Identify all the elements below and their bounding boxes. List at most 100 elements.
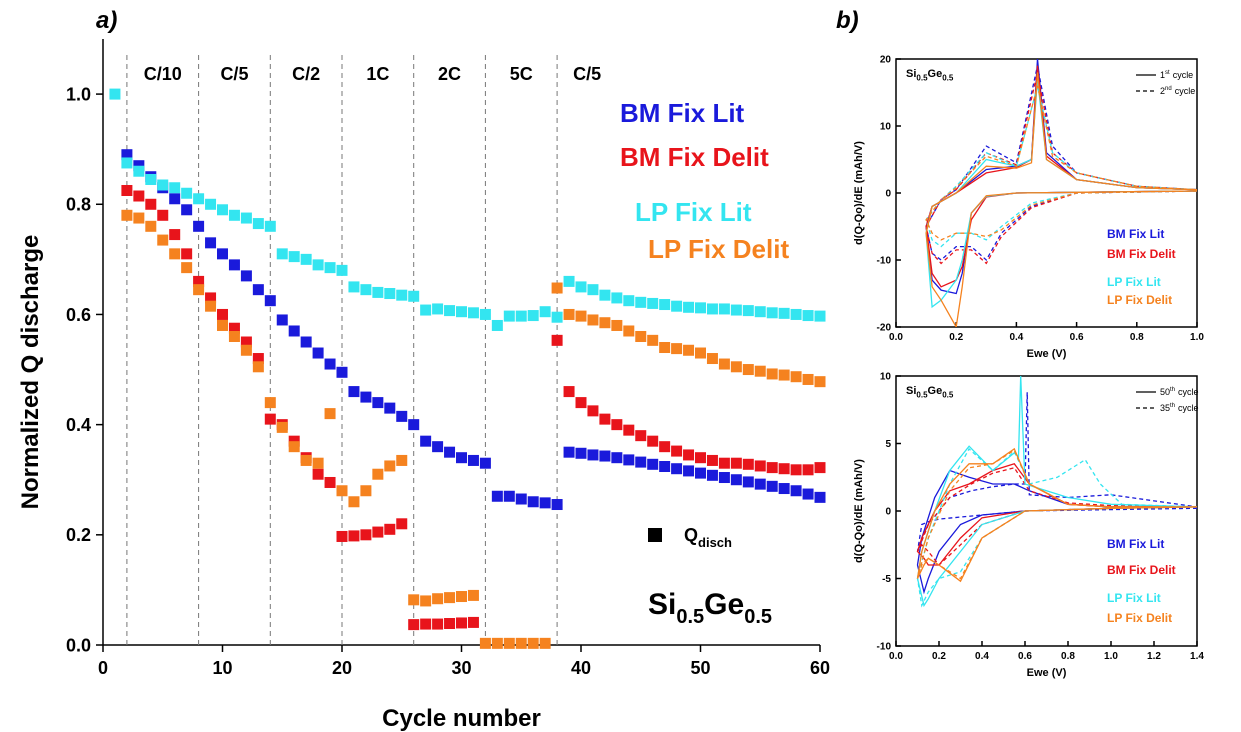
sample-element: Ge xyxy=(928,385,943,397)
data-point xyxy=(169,193,181,205)
data-point xyxy=(360,284,372,296)
data-point xyxy=(790,485,802,497)
x-tick-label: 1.0 xyxy=(1190,332,1204,343)
sample-element: Si xyxy=(906,68,916,80)
data-point xyxy=(288,441,300,453)
data-point xyxy=(252,353,264,365)
data-point xyxy=(527,496,539,508)
data-point xyxy=(623,325,635,337)
data-point xyxy=(754,460,766,472)
data-point xyxy=(467,307,479,319)
data-point xyxy=(623,424,635,436)
data-point xyxy=(814,310,826,322)
x-tick-label: 1.2 xyxy=(1147,651,1161,662)
data-point xyxy=(456,306,467,318)
data-point xyxy=(408,619,420,631)
data-point xyxy=(121,185,133,196)
data-point xyxy=(742,476,754,488)
panel-label: a) xyxy=(96,7,117,34)
data-point xyxy=(276,314,288,326)
data-point xyxy=(121,209,133,221)
style-number: 35 xyxy=(1160,403,1170,413)
data-point xyxy=(312,457,324,469)
data-point xyxy=(575,447,587,459)
x-tick-label: 30 xyxy=(451,658,471,678)
data-point xyxy=(718,472,730,484)
data-point xyxy=(790,371,802,383)
data-point xyxy=(491,637,503,649)
style-number: 1 xyxy=(1160,70,1165,80)
data-point xyxy=(766,307,778,319)
curves xyxy=(925,59,1197,327)
data-point xyxy=(683,344,695,356)
data-point xyxy=(324,262,336,274)
y-tick-label: 5 xyxy=(885,439,891,450)
panel-label: b) xyxy=(836,7,859,34)
data-point xyxy=(360,529,372,541)
data-point xyxy=(228,322,240,334)
data-point xyxy=(145,173,157,185)
sample-element: Ge xyxy=(928,68,943,80)
x-axis-title: Ewe (V) xyxy=(1027,348,1067,360)
data-point xyxy=(384,402,396,414)
data-point xyxy=(240,212,252,224)
rate-label: C/10 xyxy=(144,64,182,84)
x-tick-label: 0.0 xyxy=(889,332,903,343)
sample-label: Si0.5Ge0.5 xyxy=(648,588,772,628)
x-tick-label: 0 xyxy=(98,658,108,678)
data-point xyxy=(133,190,145,202)
curve xyxy=(916,467,1197,566)
data-point xyxy=(563,308,575,320)
data-point xyxy=(599,289,611,301)
data-point xyxy=(790,464,802,476)
legend-marker-text: Q xyxy=(684,525,698,545)
data-point xyxy=(336,530,348,542)
data-point xyxy=(623,454,635,466)
data-point xyxy=(683,449,695,461)
x-tick-label: 0.2 xyxy=(949,332,963,343)
data-point xyxy=(611,419,623,431)
data-point xyxy=(611,452,623,464)
data-point xyxy=(683,301,695,313)
data-point xyxy=(671,445,683,457)
y-tick-label: 10 xyxy=(880,372,892,383)
data-point xyxy=(145,220,157,232)
x-tick-label: 20 xyxy=(332,658,352,678)
style-suffix: th xyxy=(1170,387,1175,393)
style-legend-label: 35th cycle xyxy=(1160,403,1199,413)
data-point xyxy=(121,149,133,161)
data-point xyxy=(503,310,515,322)
data-point xyxy=(587,449,599,461)
data-point xyxy=(671,300,683,312)
data-point xyxy=(706,469,718,481)
data-point xyxy=(527,637,539,649)
sample-label: Si0.5Ge0.5 xyxy=(906,68,954,83)
data-point xyxy=(444,618,456,630)
data-point xyxy=(790,308,802,320)
y-tick-label: 0.2 xyxy=(66,525,91,545)
data-point xyxy=(742,305,754,317)
data-point xyxy=(695,302,706,314)
data-point xyxy=(527,310,539,322)
data-point xyxy=(635,430,647,442)
sample-subscript: 0.5 xyxy=(676,606,704,628)
data-point xyxy=(802,464,814,476)
data-point xyxy=(348,530,360,542)
data-point xyxy=(671,463,683,475)
data-point xyxy=(754,478,766,490)
data-point xyxy=(802,310,814,322)
data-point xyxy=(300,336,312,348)
data-point xyxy=(551,334,563,346)
data-point xyxy=(181,248,193,260)
data-point xyxy=(754,306,766,318)
data-point xyxy=(730,361,742,373)
data-point xyxy=(623,295,635,307)
sample-element: Si xyxy=(906,385,916,397)
data-point xyxy=(635,296,647,308)
data-point xyxy=(766,480,778,492)
x-tick-label: 0.4 xyxy=(1009,332,1023,343)
data-point xyxy=(252,361,264,373)
data-point xyxy=(456,617,467,629)
legend-entry: LP Fix Lit xyxy=(1107,275,1161,289)
